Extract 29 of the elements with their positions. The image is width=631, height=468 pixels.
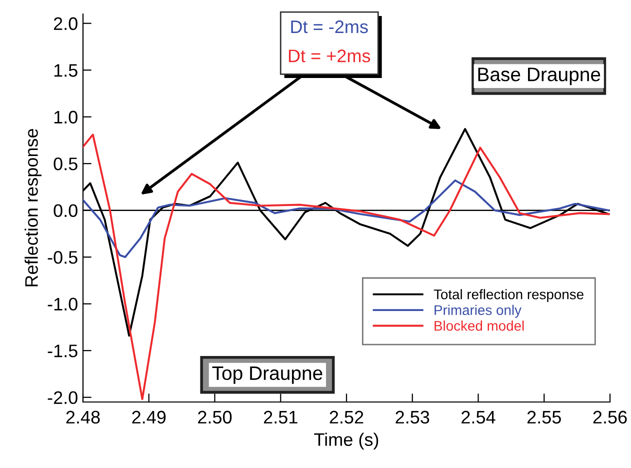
annotation: Base Draupne — [478, 68, 600, 86]
x-tick-label: 2.53 — [396, 410, 430, 424]
y-tick-label: -1.0 — [48, 298, 78, 311]
y-tick-label: -0.5 — [48, 251, 78, 264]
x-tick-label: 2.48 — [66, 410, 100, 424]
y-tick-label: -1.5 — [48, 344, 78, 358]
annotation: Dt = -2ms — [291, 20, 368, 34]
line-series — [83, 179, 610, 258]
x-tick-label: 2.49 — [132, 410, 166, 424]
line-series — [83, 134, 610, 400]
legend-label: Primaries only — [434, 304, 522, 318]
annotation: Top Draupne — [212, 366, 322, 384]
x-tick-label: 2.52 — [330, 410, 364, 424]
x-axis-title: Time (s) — [314, 432, 378, 450]
legend-label: Total reflection response — [434, 289, 584, 302]
x-tick-label: 2.51 — [264, 410, 298, 424]
y-tick-label: 1.5 — [54, 64, 78, 77]
y-tick-label: -2.0 — [48, 391, 78, 404]
y-tick-label: 0.5 — [54, 158, 78, 170]
y-axis-title: Reflection response — [24, 129, 42, 286]
x-tick-label: 2.54 — [462, 410, 496, 424]
x-tick-label: 2.56 — [593, 410, 627, 424]
legend-label: Blocked model — [434, 320, 524, 331]
y-tick-label: 0.0 — [54, 204, 78, 218]
y-tick-label: 1.0 — [54, 110, 78, 124]
annotation: Dt = +2ms — [288, 50, 370, 62]
x-tick-label: 2.50 — [198, 410, 232, 424]
x-tick-label: 2.55 — [527, 410, 561, 424]
y-tick-label: 2.0 — [54, 17, 78, 30]
